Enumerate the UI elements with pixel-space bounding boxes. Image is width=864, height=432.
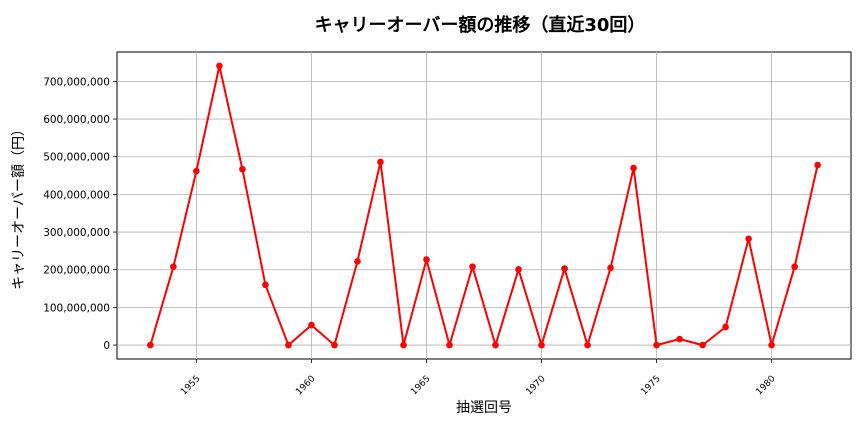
data-point — [538, 341, 545, 349]
data-point — [331, 341, 338, 349]
data-point — [423, 256, 430, 263]
y-tick-label: 500,000,000 — [43, 152, 110, 164]
data-point — [193, 167, 200, 175]
data-point — [722, 323, 729, 331]
y-tick-label: 600,000,000 — [43, 114, 110, 126]
data-point — [607, 264, 614, 272]
data-point — [745, 235, 752, 243]
data-point — [768, 341, 775, 349]
data-point — [285, 341, 292, 349]
data-point — [699, 341, 706, 349]
data-point — [653, 341, 660, 349]
data-point — [814, 161, 821, 169]
data-point — [216, 62, 223, 70]
y-tick-label: 200,000,000 — [43, 265, 110, 277]
data-point — [354, 258, 361, 265]
data-point — [492, 341, 499, 349]
data-point — [400, 341, 407, 349]
x-tick-label: 1955 — [179, 374, 202, 397]
y-tick-label: 100,000,000 — [43, 302, 110, 314]
series-line — [149, 64, 819, 347]
data-point — [147, 341, 154, 349]
x-tick-label: 1960 — [294, 374, 317, 397]
x-tick-label: 1980 — [754, 374, 777, 397]
x-axis-label: 抽選回号 — [456, 400, 512, 416]
data-point — [239, 165, 246, 173]
x-tick-label: 1970 — [524, 374, 547, 397]
data-point — [561, 265, 568, 272]
x-tick-label: 1975 — [639, 374, 662, 397]
x-axis: 1955 1960 1965 1970 1975 1980 — [179, 359, 778, 397]
series-layer — [147, 62, 821, 349]
y-tick-label: 300,000,000 — [43, 227, 110, 239]
data-point — [584, 341, 591, 349]
data-point — [469, 263, 476, 271]
data-point — [446, 341, 453, 349]
y-tick-label: 0 — [103, 340, 110, 352]
data-point — [515, 266, 522, 273]
y-axis: 0 100,000,000 200,000,000 300,000,000 400,00… — [43, 76, 117, 352]
x-tick-label: 1965 — [409, 374, 432, 397]
data-point — [791, 263, 798, 271]
y-tick-label: 400,000,000 — [43, 189, 110, 201]
y-axis-label: キャリーオーバー額（円） — [11, 122, 27, 290]
data-point — [630, 164, 637, 172]
grid — [117, 52, 851, 359]
data-point — [308, 321, 315, 329]
chart-title: キャリーオーバー額の推移（直近30回） — [315, 14, 646, 36]
data-point — [170, 263, 177, 271]
data-point — [676, 335, 683, 343]
data-point — [262, 281, 269, 289]
y-tick-label: 700,000,000 — [43, 76, 110, 88]
data-point — [377, 158, 384, 166]
